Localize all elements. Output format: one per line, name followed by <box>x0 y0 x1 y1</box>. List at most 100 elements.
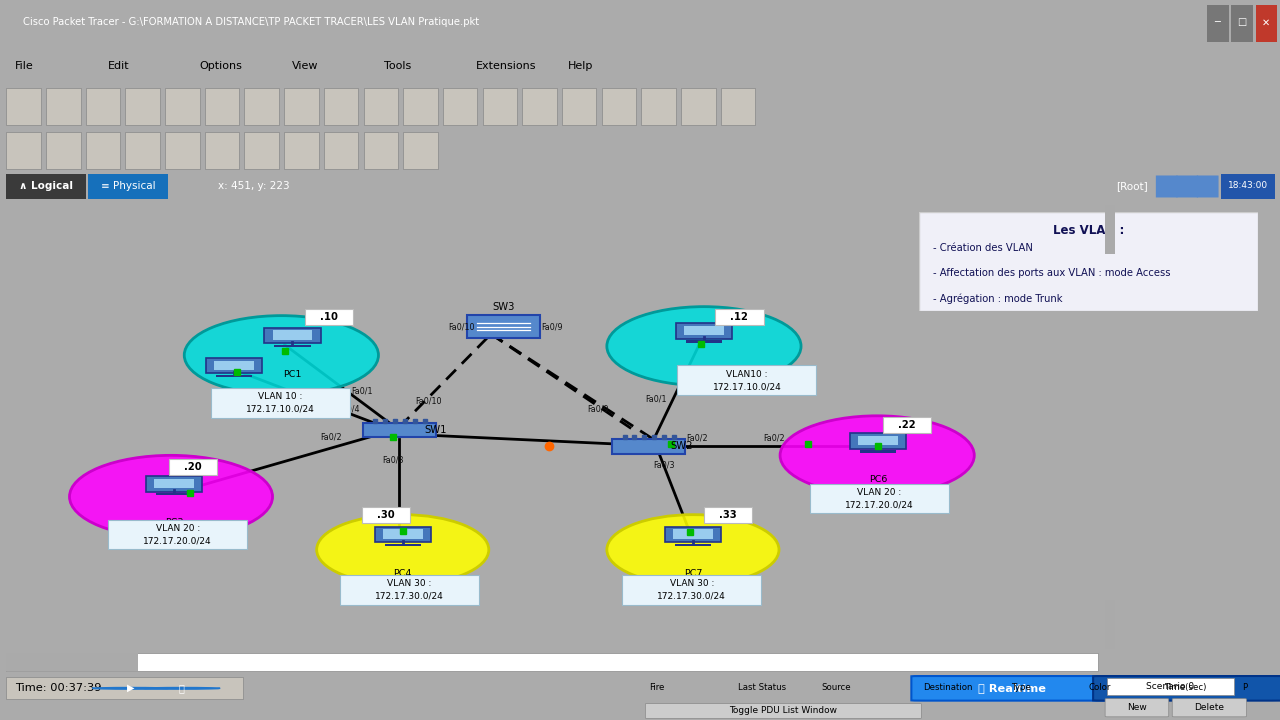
Text: Cisco Packet Tracer - G:\FORMATION A DISTANCE\TP PACKET TRACER\LES VLAN Pratique: Cisco Packet Tracer - G:\FORMATION A DIS… <box>23 17 479 27</box>
FancyBboxPatch shape <box>686 340 722 343</box>
FancyBboxPatch shape <box>1221 174 1275 199</box>
FancyBboxPatch shape <box>860 450 896 453</box>
Text: Last Status: Last Status <box>739 683 786 692</box>
FancyBboxPatch shape <box>108 520 247 549</box>
FancyBboxPatch shape <box>1172 698 1247 717</box>
FancyBboxPatch shape <box>284 88 319 125</box>
FancyBboxPatch shape <box>244 88 279 125</box>
Circle shape <box>780 416 974 495</box>
Text: □: □ <box>1236 17 1247 27</box>
Text: - Affectation des ports aux VLAN : mode Access: - Affectation des ports aux VLAN : mode … <box>933 269 1170 279</box>
Text: P: P <box>1242 683 1247 692</box>
Text: Les VLAN :: Les VLAN : <box>1053 224 1124 237</box>
FancyBboxPatch shape <box>88 174 168 199</box>
Text: Fa0/2: Fa0/2 <box>686 433 708 443</box>
Text: 18:43:00: 18:43:00 <box>1228 181 1268 190</box>
FancyBboxPatch shape <box>364 88 398 125</box>
Circle shape <box>92 688 169 689</box>
Text: Fa0/2: Fa0/2 <box>320 433 342 442</box>
FancyBboxPatch shape <box>645 703 922 719</box>
Text: SW2: SW2 <box>671 441 694 451</box>
Text: VLAN 20 :
172.17.20.0/24: VLAN 20 : 172.17.20.0/24 <box>845 487 914 509</box>
Text: Fa0/1: Fa0/1 <box>645 395 667 403</box>
Circle shape <box>607 307 801 386</box>
Text: View: View <box>292 60 319 71</box>
Text: ⏱ Realtime: ⏱ Realtime <box>978 683 1047 693</box>
Text: PC1: PC1 <box>283 369 302 379</box>
FancyBboxPatch shape <box>1093 676 1280 701</box>
FancyBboxPatch shape <box>146 476 202 492</box>
Text: ✕: ✕ <box>1262 17 1270 27</box>
FancyBboxPatch shape <box>46 132 81 169</box>
Text: Destination: Destination <box>923 683 973 692</box>
Text: Fa0/3: Fa0/3 <box>381 455 403 464</box>
FancyBboxPatch shape <box>155 479 195 488</box>
Text: VLAN 30 :
172.17.30.0/24: VLAN 30 : 172.17.30.0/24 <box>375 579 444 600</box>
FancyBboxPatch shape <box>612 439 685 454</box>
FancyBboxPatch shape <box>684 326 723 335</box>
Text: VLAN 20 :
172.17.20.0/24: VLAN 20 : 172.17.20.0/24 <box>143 523 212 545</box>
Text: Toggle PDU List Window: Toggle PDU List Window <box>730 706 837 715</box>
Text: Help: Help <box>568 60 594 71</box>
Text: Fire: Fire <box>649 683 664 692</box>
Text: [Root]: [Root] <box>1116 181 1148 191</box>
Text: PC5: PC5 <box>695 365 713 374</box>
FancyBboxPatch shape <box>383 529 422 539</box>
Text: .30: .30 <box>378 510 396 520</box>
FancyBboxPatch shape <box>86 88 120 125</box>
FancyBboxPatch shape <box>169 459 218 475</box>
Text: SW3: SW3 <box>492 302 515 312</box>
Text: .10: .10 <box>320 312 338 322</box>
Text: ─: ─ <box>1215 17 1220 27</box>
FancyBboxPatch shape <box>205 132 239 169</box>
Text: Type: Type <box>1012 683 1032 692</box>
FancyBboxPatch shape <box>1105 600 1115 649</box>
FancyBboxPatch shape <box>364 132 398 169</box>
Text: ▶: ▶ <box>127 683 134 693</box>
Circle shape <box>69 455 273 538</box>
FancyBboxPatch shape <box>1107 678 1234 695</box>
Text: ⏭: ⏭ <box>179 683 184 693</box>
FancyBboxPatch shape <box>384 544 421 546</box>
FancyBboxPatch shape <box>443 88 477 125</box>
FancyBboxPatch shape <box>86 132 120 169</box>
FancyBboxPatch shape <box>676 323 732 339</box>
Text: File: File <box>15 60 35 71</box>
Text: Delete: Delete <box>1194 703 1225 712</box>
Circle shape <box>316 515 489 585</box>
Text: Fa0/2: Fa0/2 <box>764 433 786 443</box>
FancyBboxPatch shape <box>362 507 411 523</box>
FancyBboxPatch shape <box>919 212 1258 311</box>
Text: Color: Color <box>1089 683 1111 692</box>
FancyBboxPatch shape <box>273 330 312 340</box>
FancyBboxPatch shape <box>5 653 138 671</box>
FancyBboxPatch shape <box>205 88 239 125</box>
Text: Fa0/10: Fa0/10 <box>448 323 475 331</box>
FancyBboxPatch shape <box>284 132 319 169</box>
Text: .33: .33 <box>719 510 737 520</box>
FancyBboxPatch shape <box>673 529 713 539</box>
FancyBboxPatch shape <box>883 417 932 433</box>
Text: Fa0/10: Fa0/10 <box>415 397 442 406</box>
Circle shape <box>184 315 379 395</box>
FancyBboxPatch shape <box>214 361 253 369</box>
FancyBboxPatch shape <box>622 575 762 605</box>
FancyBboxPatch shape <box>1156 176 1178 197</box>
FancyBboxPatch shape <box>1197 176 1219 197</box>
Text: ≡ Physical: ≡ Physical <box>101 181 155 191</box>
FancyBboxPatch shape <box>324 132 358 169</box>
FancyBboxPatch shape <box>216 374 252 377</box>
Circle shape <box>607 515 780 585</box>
FancyBboxPatch shape <box>483 88 517 125</box>
Text: Fa0/4: Fa0/4 <box>338 405 360 413</box>
Text: .22: .22 <box>899 420 915 430</box>
FancyBboxPatch shape <box>6 132 41 169</box>
Text: Source: Source <box>820 683 851 692</box>
FancyBboxPatch shape <box>704 507 753 523</box>
Text: New: New <box>1128 703 1147 712</box>
FancyBboxPatch shape <box>165 132 200 169</box>
FancyBboxPatch shape <box>46 88 81 125</box>
FancyBboxPatch shape <box>911 676 1114 701</box>
FancyBboxPatch shape <box>403 132 438 169</box>
FancyBboxPatch shape <box>375 527 431 542</box>
